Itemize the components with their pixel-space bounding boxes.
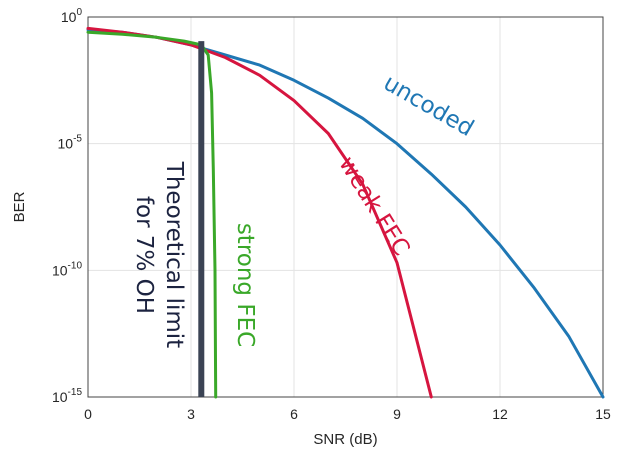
x-tick-label: 12 — [492, 406, 508, 422]
y-tick-exponent: -5 — [73, 134, 82, 145]
x-tick-label: 0 — [84, 406, 92, 422]
annotation-weak-fec: weak FEC — [333, 152, 414, 260]
y-tick-exponent: 0 — [76, 7, 82, 18]
annotation-theoretical-limit-line1: Theoretical limit — [161, 161, 187, 348]
annotation-strong-fec: strong FEC — [232, 223, 258, 347]
y-tick-exponent: -10 — [68, 260, 83, 271]
annotation-uncoded: uncoded — [379, 70, 478, 142]
x-axis-label: SNR (dB) — [313, 431, 377, 448]
x-tick-label: 9 — [393, 406, 401, 422]
y-tick-base: 10 — [61, 9, 77, 25]
y-tick-label: 100 — [61, 7, 83, 25]
y-tick-base: 10 — [58, 136, 74, 152]
series-line-strong-fec — [86, 30, 218, 399]
y-tick-base: 10 — [52, 262, 68, 278]
y-axis-label: BER — [11, 191, 28, 222]
plot-frame — [87, 16, 604, 398]
y-tick-base: 10 — [52, 389, 68, 405]
series-lines — [86, 26, 605, 399]
x-tick-label: 6 — [290, 406, 298, 422]
annotation-theoretical-limit-line2: for 7% OH — [131, 196, 157, 314]
x-tick-label: 3 — [187, 406, 195, 422]
x-tick-labels: 0 3 6 9 12 15 — [84, 406, 611, 422]
y-tick-exponent: -15 — [68, 387, 83, 398]
y-tick-label: 10-5 — [58, 134, 83, 152]
y-tick-label: 10-15 — [52, 387, 82, 405]
x-tick-label: 15 — [595, 406, 611, 422]
y-tick-label: 10-10 — [52, 260, 82, 278]
